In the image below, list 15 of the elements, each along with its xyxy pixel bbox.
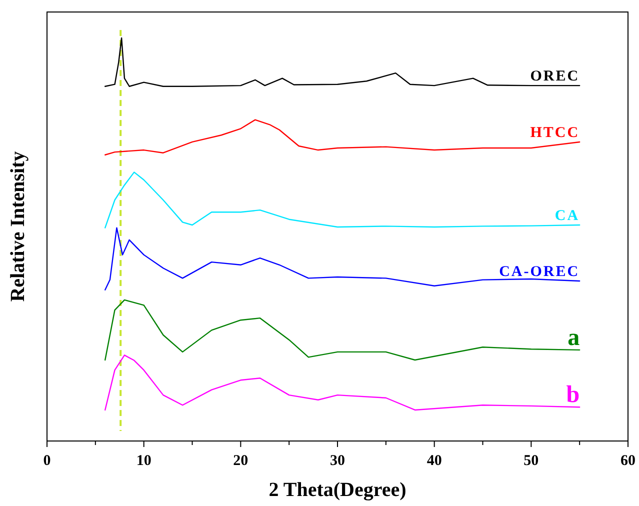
series-label: CA-OREC [499, 264, 580, 280]
y-axis-title: Relative Intensity [7, 151, 29, 302]
x-tick-label: 50 [524, 453, 539, 469]
x-tick-label: 0 [43, 453, 51, 469]
series-label: CA [554, 208, 580, 224]
series-label: a [568, 324, 580, 351]
series-label: OREC [530, 68, 580, 85]
x-tick-label: 30 [330, 453, 345, 469]
x-tick-label: 20 [233, 453, 248, 469]
x-tick-label: 60 [620, 453, 636, 469]
x-tick-label: 40 [426, 453, 442, 469]
series-label: HTCC [530, 124, 580, 141]
x-axis-title: 2 Theta(Degree) [268, 479, 406, 501]
series-label: b [566, 382, 580, 408]
x-tick-label: 10 [136, 453, 152, 469]
